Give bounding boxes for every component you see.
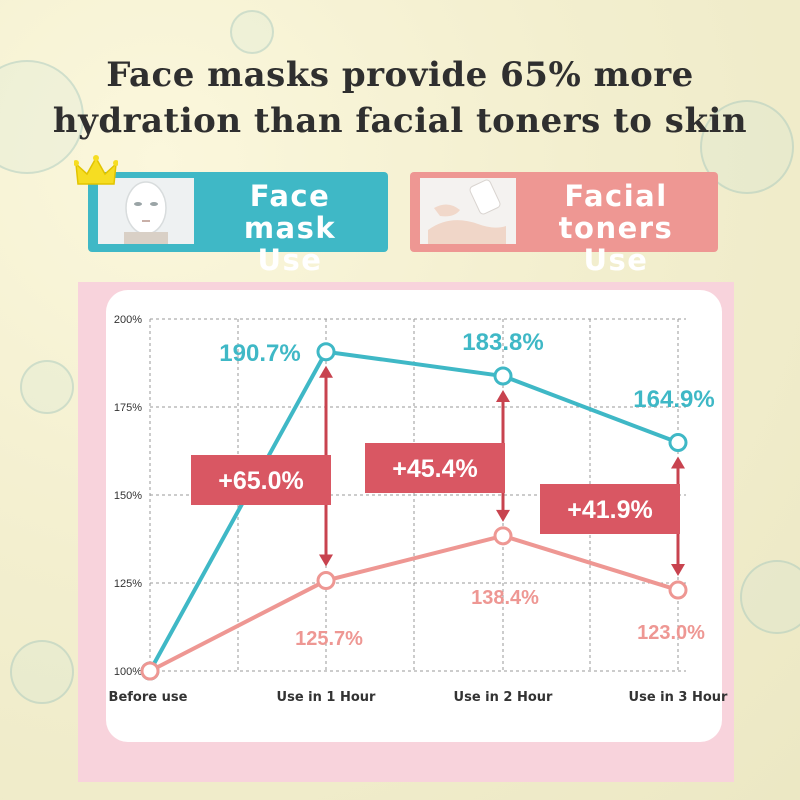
facial-toner-photo <box>420 178 516 244</box>
face-mask-value-label: 183.8% <box>462 329 543 356</box>
legend-face-mask: Face mask Use <box>88 172 388 276</box>
bubble-decoration <box>10 640 74 704</box>
bubble-decoration <box>230 10 274 54</box>
bubble-decoration <box>20 360 74 414</box>
legend-toner-line: Facial toners <box>558 179 674 245</box>
legend-toner-line: Use <box>583 243 649 277</box>
difference-arrow-head <box>496 390 510 403</box>
legend-mask-line: Use <box>257 243 323 277</box>
facial-toner-point <box>493 526 513 546</box>
face-mask-point <box>668 433 688 453</box>
bubble-decoration <box>740 560 800 634</box>
legend-toner-label: Facial toners Use <box>520 180 712 276</box>
title-line: Face masks provide 65% more <box>106 55 694 95</box>
difference-label: +65.0% <box>218 467 304 495</box>
legend-facial-toners: Facial toners Use <box>410 172 718 276</box>
difference-box <box>365 443 505 493</box>
facial-toner-value-label: 125.7% <box>295 628 363 650</box>
x-tick-label: Before use <box>109 690 188 705</box>
difference-label: +45.4% <box>392 455 478 483</box>
x-tick-label: Use in 2 Hour <box>454 690 554 705</box>
y-tick-label: 150% <box>114 490 142 502</box>
difference-arrow-head <box>671 456 685 469</box>
face-mask-photo <box>98 178 194 244</box>
facial-toner-value-label: 123.0% <box>637 622 705 644</box>
difference-arrow-head <box>319 365 333 378</box>
y-tick-label: 125% <box>114 578 142 590</box>
legend-mask-line: Face mask <box>243 179 337 245</box>
face-mask-value-label: 190.7% <box>219 340 300 367</box>
difference-box <box>540 484 680 534</box>
difference-arrow-head <box>671 564 685 577</box>
facial-toner-point <box>668 580 688 600</box>
crown-icon <box>74 155 118 185</box>
y-tick-label: 100% <box>114 666 142 678</box>
facial-toner-line <box>149 533 679 673</box>
facial-toner-value-label: 138.4% <box>471 587 539 609</box>
facial-toner-point <box>316 571 336 591</box>
difference-arrow-head <box>496 509 510 522</box>
difference-box <box>191 455 331 505</box>
legend-mask-label: Face mask Use <box>198 180 382 276</box>
face-mask-value-label: 164.9% <box>633 386 714 413</box>
face-mask-point <box>316 342 336 362</box>
facial-toner-point <box>140 661 160 681</box>
face-mask-point <box>493 366 513 386</box>
difference-label: +41.9% <box>567 496 653 524</box>
face-mask-line <box>148 349 679 672</box>
page-title: Face masks provide 65% more hydration th… <box>0 52 800 144</box>
x-tick-label: Use in 1 Hour <box>277 690 377 705</box>
title-line: hydration than facial toners to skin <box>52 101 748 141</box>
y-tick-label: 175% <box>114 402 142 414</box>
difference-arrow-head <box>319 554 333 567</box>
x-tick-label: Use in 3 Hour <box>629 690 729 705</box>
y-tick-label: 200% <box>114 314 142 326</box>
